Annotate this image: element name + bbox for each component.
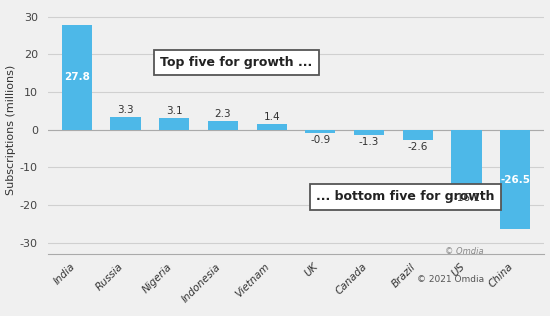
Text: 1.4: 1.4	[263, 112, 280, 122]
Bar	[305, 130, 335, 133]
Text: -2.6: -2.6	[408, 142, 428, 152]
Text: Top five for growth ...: Top five for growth ...	[160, 56, 312, 69]
Bar	[500, 130, 530, 229]
Bar	[403, 130, 433, 139]
Text: -16.1: -16.1	[453, 192, 480, 203]
Text: -1.3: -1.3	[359, 137, 380, 147]
Text: 2.3: 2.3	[214, 109, 231, 119]
Text: -26.5: -26.5	[500, 174, 530, 185]
Bar	[452, 130, 482, 190]
Bar	[62, 25, 92, 130]
Text: © 2021 Omdia: © 2021 Omdia	[417, 276, 484, 284]
Text: © Omdia: © Omdia	[446, 247, 484, 256]
Text: -0.9: -0.9	[310, 135, 331, 145]
Bar	[159, 118, 189, 130]
Bar	[354, 130, 384, 135]
Bar	[256, 125, 287, 130]
Text: 3.1: 3.1	[166, 106, 183, 116]
Bar	[208, 121, 238, 130]
Text: 3.3: 3.3	[117, 105, 134, 115]
Text: ... bottom five for growth: ... bottom five for growth	[316, 190, 494, 203]
Text: 27.8: 27.8	[64, 72, 90, 82]
Y-axis label: Subscriptions (millions): Subscriptions (millions)	[6, 64, 15, 195]
Bar	[111, 117, 141, 130]
